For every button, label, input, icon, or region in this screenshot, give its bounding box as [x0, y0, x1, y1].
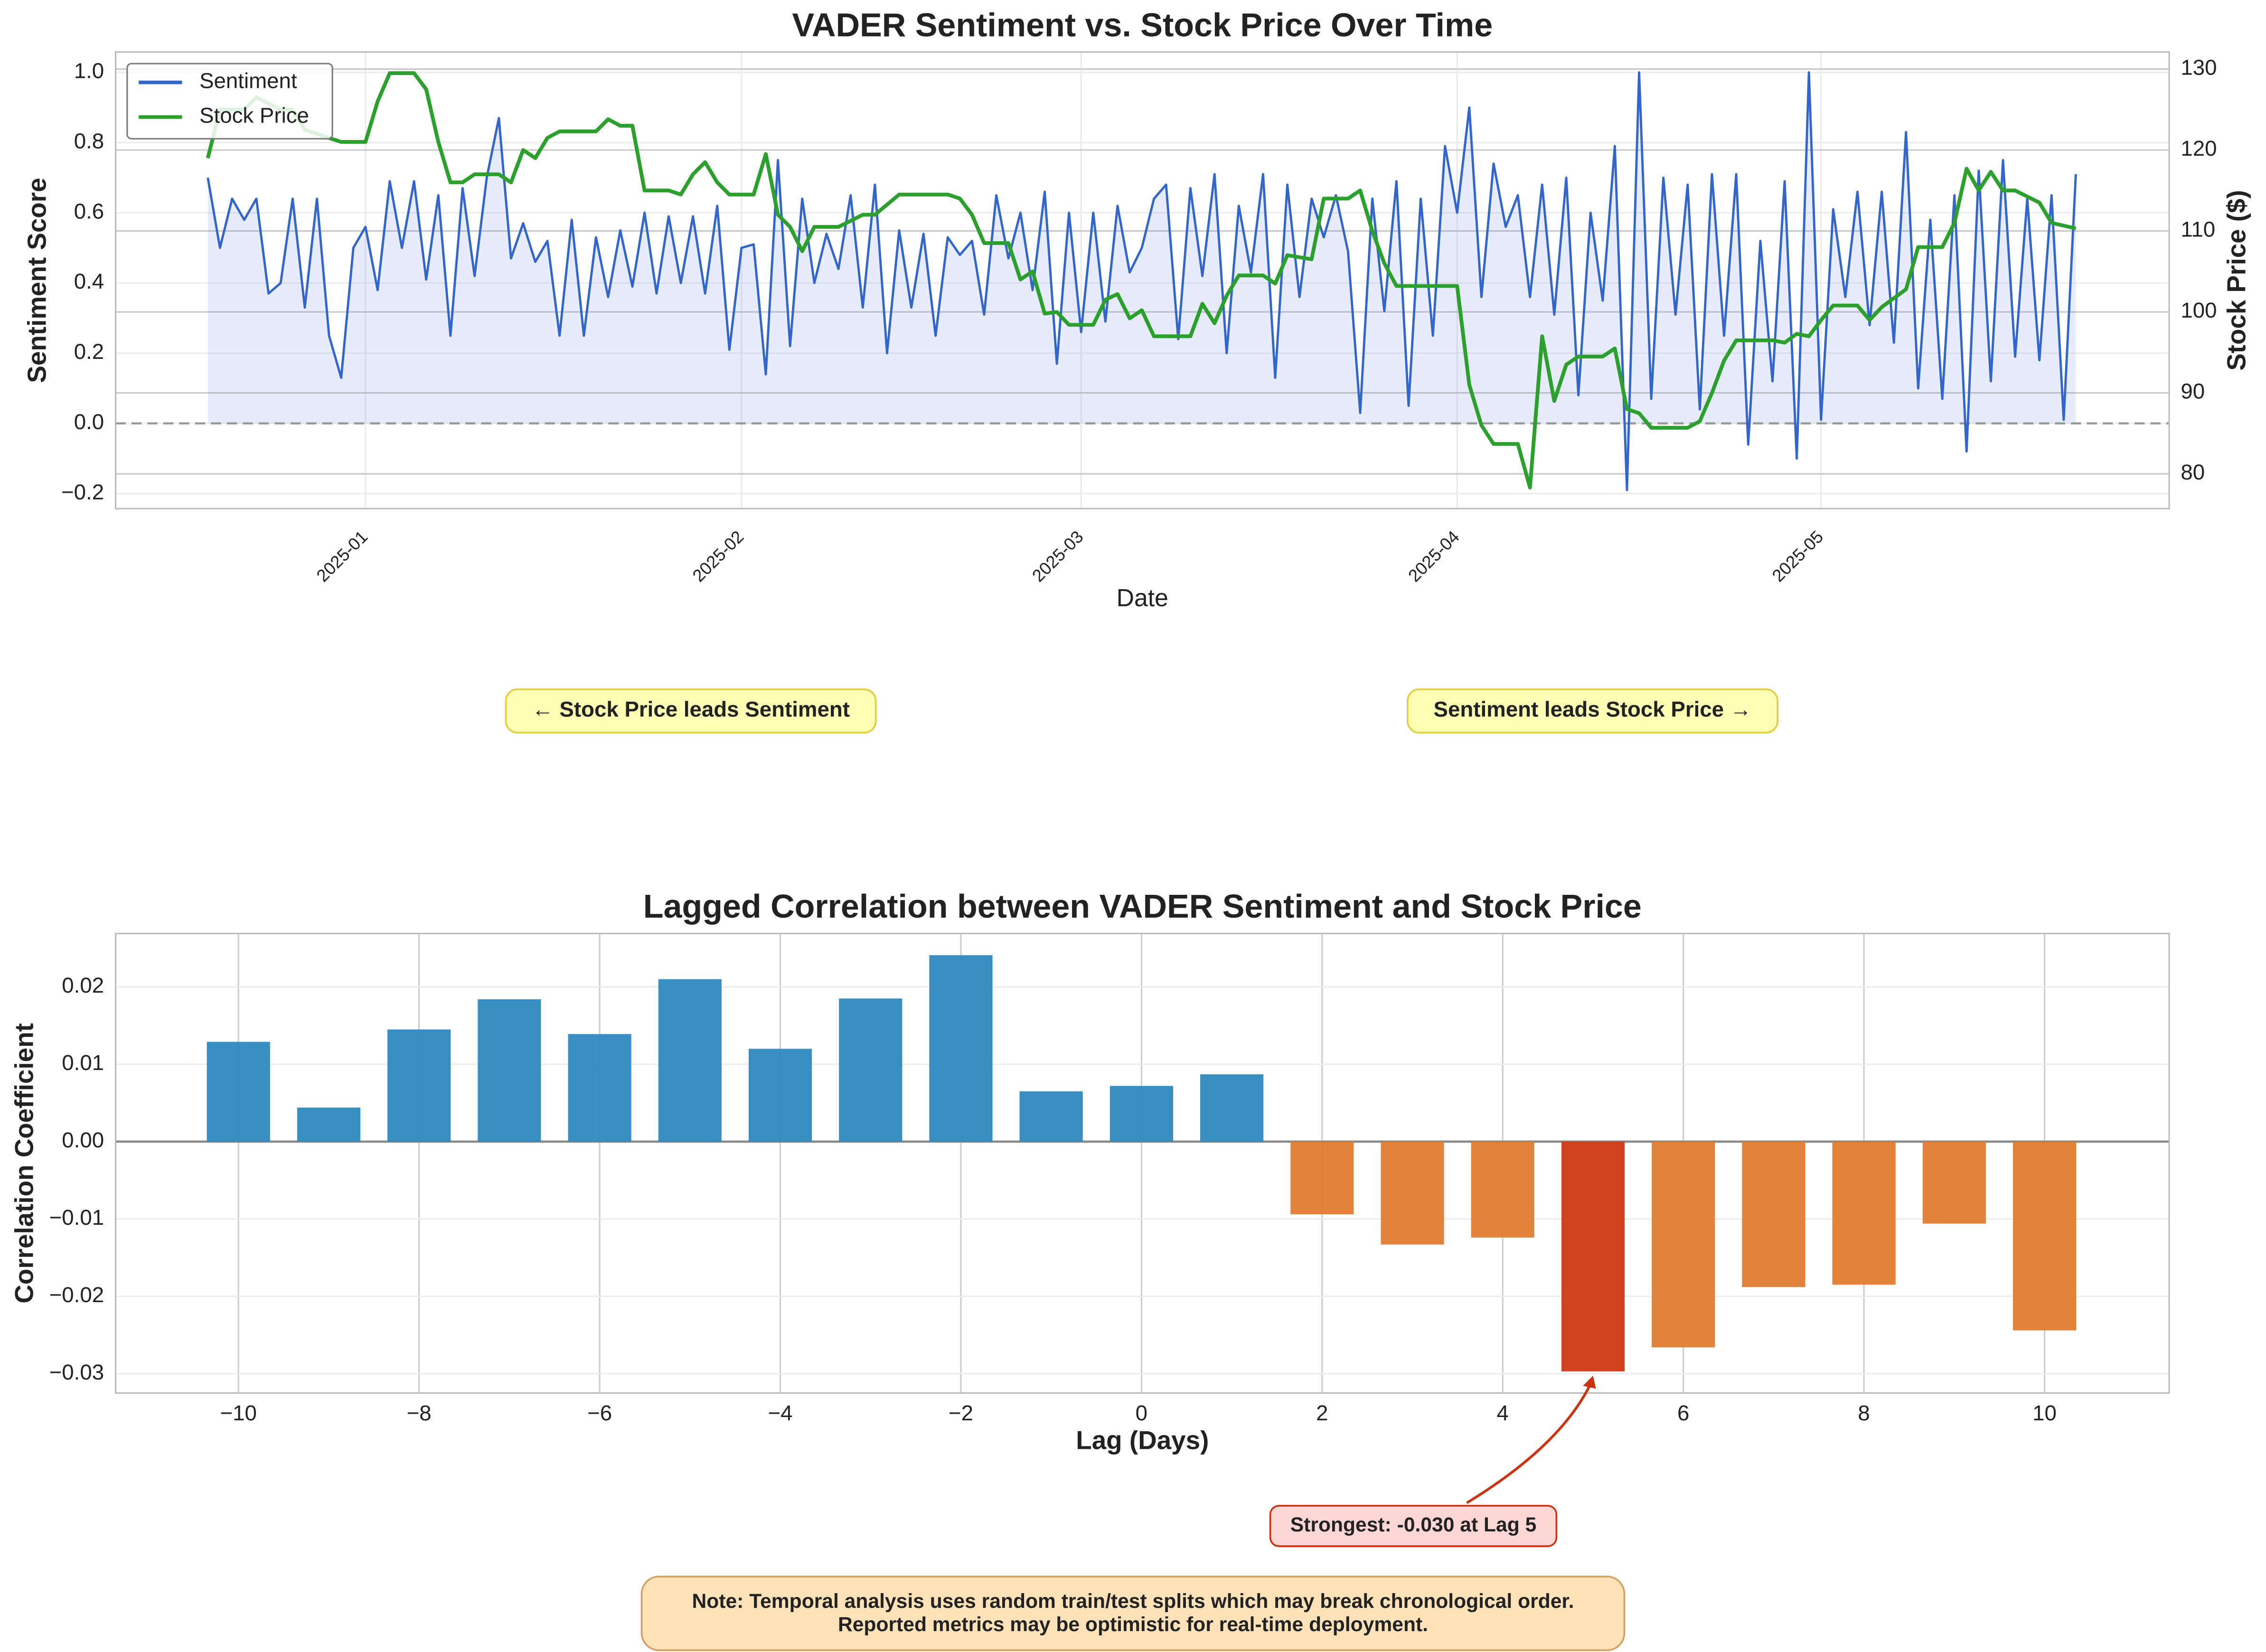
lead-annotation-box — [1407, 688, 1778, 734]
x-axis-label: Date — [1117, 584, 1168, 611]
y-tick-label: 0.00 — [62, 1128, 104, 1152]
note-box — [640, 1576, 1626, 1652]
y2-tick-label: 80 — [2181, 460, 2205, 484]
bar — [1561, 1141, 1625, 1371]
bar — [658, 979, 722, 1142]
y2-tick-label: 110 — [2181, 217, 2215, 242]
x-tick-label: 8 — [1858, 1401, 1870, 1425]
y2-tick-label: 90 — [2181, 379, 2205, 404]
plot-area — [115, 933, 2170, 1393]
lead-annotation: Sentiment leads Stock Price → — [1434, 697, 1752, 722]
legend-label: Stock Price — [199, 103, 309, 128]
bar — [387, 1029, 451, 1142]
y2-tick-label: 100 — [2181, 298, 2217, 322]
bar — [478, 999, 541, 1142]
bar — [1832, 1141, 1896, 1285]
lead-annotation-box — [505, 688, 877, 734]
bar — [1109, 1086, 1173, 1142]
x-tick-label: 10 — [2032, 1401, 2057, 1425]
bar — [1200, 1074, 1264, 1142]
x-tick-label: −4 — [768, 1401, 792, 1425]
y-tick-label: −0.02 — [49, 1283, 104, 1307]
bar — [207, 1042, 270, 1142]
bar — [568, 1034, 631, 1142]
y-tick-label: 1.0 — [74, 59, 104, 83]
legend-label: Sentiment — [199, 69, 297, 93]
series-line — [206, 71, 2077, 490]
note-text: Reported metrics may be optimistic for r… — [838, 1613, 1428, 1636]
bar — [1922, 1141, 1986, 1224]
plot-frame — [114, 932, 2170, 1394]
x-tick-label: 6 — [1677, 1401, 1689, 1425]
bar — [297, 1108, 361, 1142]
x-tick-label: 4 — [1497, 1401, 1509, 1425]
annotation-box — [1269, 1505, 1558, 1547]
plot-area — [115, 52, 2170, 509]
note-text: Note: Temporal analysis uses random trai… — [692, 1590, 1574, 1613]
bar — [1652, 1141, 1715, 1348]
series-line — [207, 71, 2077, 491]
annotation-arrowhead — [1583, 1375, 1596, 1389]
y2-axis-label: Stock Price ($) — [2222, 190, 2251, 371]
x-tick-label: −6 — [587, 1401, 612, 1425]
chart-title: Lagged Correlation between VADER Sentime… — [643, 888, 1642, 925]
annotation-text: Strongest: -0.030 at Lag 5 — [1290, 1513, 1537, 1536]
x-tick-label: 0 — [1136, 1401, 1147, 1425]
x-tick-label: −10 — [220, 1401, 256, 1425]
chart-title: VADER Sentiment vs. Stock Price Over Tim… — [792, 6, 1493, 43]
y2-tick-label: 130 — [2181, 56, 2217, 80]
y-tick-label: 0.2 — [74, 339, 104, 364]
y2-tick-label: 120 — [2181, 136, 2217, 160]
bar — [748, 1049, 812, 1142]
bar — [2012, 1141, 2077, 1331]
y-axis-label: Sentiment Score — [22, 178, 52, 383]
legend: Sentiment Stock Price — [126, 63, 333, 140]
bar — [929, 955, 993, 1142]
y-tick-label: −0.01 — [49, 1205, 104, 1230]
bar — [839, 998, 903, 1142]
x-tick-label: −8 — [407, 1401, 432, 1425]
bar — [1290, 1141, 1354, 1215]
y-tick-label: 0.02 — [62, 973, 104, 997]
y-tick-label: 0.8 — [74, 129, 104, 153]
plot-frame — [114, 51, 2170, 510]
y-tick-label: −0.2 — [61, 480, 104, 504]
bar — [1381, 1141, 1444, 1245]
sentiment-area — [207, 72, 2076, 490]
x-tick-label: −2 — [949, 1401, 973, 1425]
x-tick-label: 2 — [1316, 1401, 1328, 1425]
y-axis-label: Correlation Coefficient — [9, 1023, 38, 1303]
y-tick-label: 0.0 — [74, 410, 104, 434]
bar — [1471, 1141, 1534, 1238]
y-tick-label: −0.03 — [49, 1360, 104, 1384]
bar — [1019, 1091, 1083, 1142]
y-tick-label: 0.01 — [62, 1051, 104, 1075]
x-axis-label: Lag (Days) — [1076, 1425, 1209, 1455]
annotation-arrow — [1466, 1378, 1594, 1504]
bar — [1742, 1141, 1805, 1287]
lead-annotation: ← Stock Price leads Sentiment — [532, 697, 850, 722]
y-tick-label: 0.4 — [74, 269, 104, 293]
y-tick-label: 0.6 — [74, 199, 104, 223]
